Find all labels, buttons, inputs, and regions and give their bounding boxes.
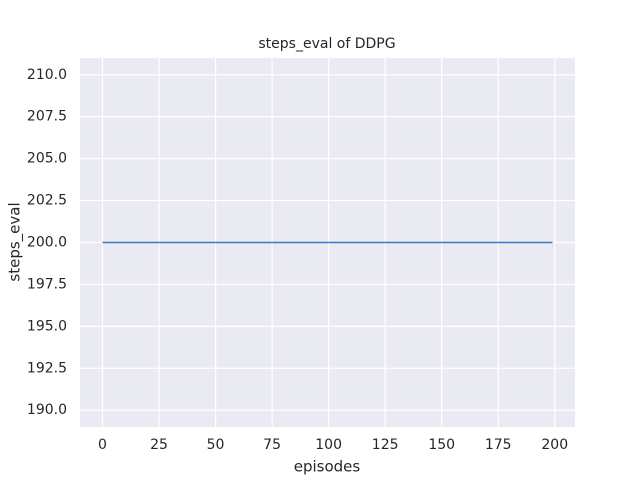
x-tick-label: 100: [315, 437, 342, 453]
y-tick-label: 195.0: [27, 318, 67, 334]
y-tick-label: 207.5: [27, 109, 67, 125]
x-tick-label: 150: [428, 437, 455, 453]
y-tick-label: 202.5: [27, 193, 67, 209]
chart-title: steps_eval of DDPG: [258, 36, 395, 52]
y-tick-label: 210.0: [27, 67, 67, 83]
x-tick-label: 175: [485, 437, 512, 453]
x-tick-label: 200: [541, 437, 568, 453]
y-axis-label: steps_eval: [6, 202, 25, 281]
y-tick-label: 190.0: [27, 402, 67, 418]
y-tick-label: 205.0: [27, 151, 67, 167]
y-tick-label: 197.5: [27, 276, 67, 292]
x-tick-label: 25: [150, 437, 168, 453]
x-tick-label: 50: [207, 437, 225, 453]
x-tick-label: 75: [263, 437, 281, 453]
x-tick-label: 125: [372, 437, 399, 453]
x-tick-label: 0: [98, 437, 107, 453]
y-tick-label: 200.0: [27, 235, 67, 251]
x-axis-label: episodes: [294, 458, 361, 476]
y-tick-label: 192.5: [27, 360, 67, 376]
